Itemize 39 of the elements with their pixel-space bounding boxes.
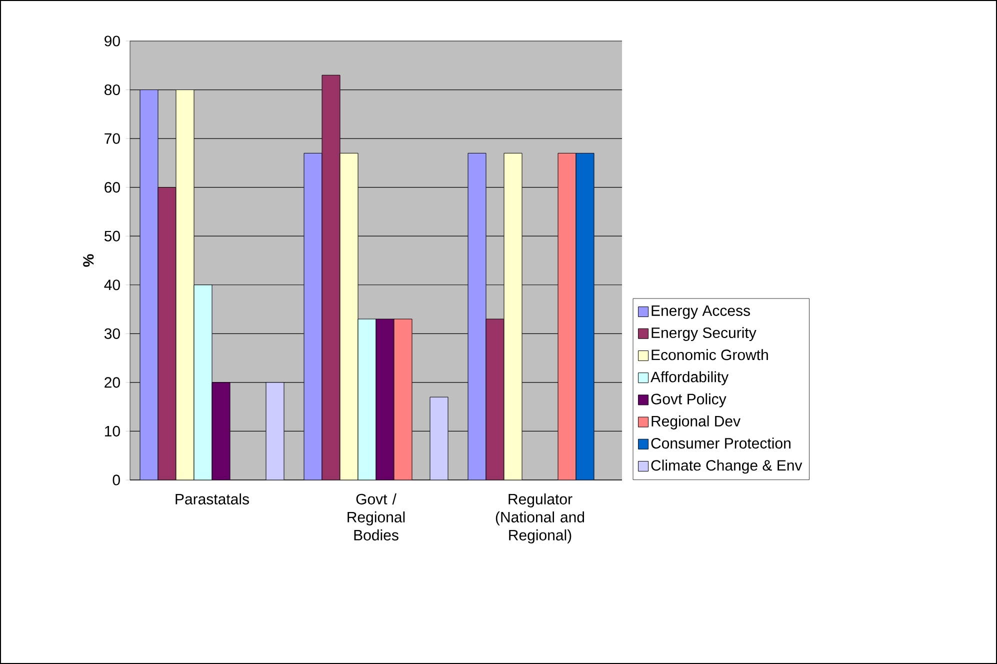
y-axis-title: % [83, 254, 94, 267]
legend-label: Regional Dev [652, 415, 740, 430]
y-tick-label: 0 [112, 474, 120, 486]
legend-label: Consumer Protection [651, 438, 790, 449]
bar [158, 187, 176, 480]
bar [376, 318, 394, 480]
x-tick-label: Govt / Regional Bodies [348, 493, 405, 540]
y-tick-label: 40 [104, 280, 120, 290]
bar [468, 152, 486, 480]
y-tick-label: 70 [104, 133, 120, 144]
bar [176, 90, 194, 480]
y-tick-label: 30 [104, 328, 120, 339]
x-tick-label: Regulator (National and Regional) [496, 493, 584, 544]
x-tick-label: Parastatals [176, 493, 249, 504]
y-tick-label: 10 [105, 426, 120, 437]
bar [358, 318, 376, 480]
bar [304, 152, 322, 480]
legend-label: Energy Security [652, 327, 756, 342]
y-tick-label: 60 [104, 182, 120, 193]
legend-label: Energy Access [652, 306, 750, 319]
legend-label: Climate Change & Env [651, 460, 802, 474]
bar [322, 74, 340, 480]
bar [558, 152, 576, 480]
bar [394, 318, 412, 480]
y-tick-label: 90 [104, 36, 120, 46]
bar [266, 382, 284, 480]
bar [212, 382, 230, 480]
bar [140, 90, 158, 480]
bar [486, 318, 504, 480]
bar [340, 152, 358, 480]
bar [504, 152, 522, 480]
bar [194, 284, 212, 480]
y-tick-label: 20 [104, 377, 120, 388]
legend-label: Govt Policy [651, 393, 726, 408]
y-tick-label: 50 [104, 230, 120, 242]
legend-label: Affordability [650, 371, 729, 386]
bar [430, 396, 448, 480]
legend-label: Economic Growth [652, 349, 768, 360]
y-tick-label: 80 [104, 84, 120, 96]
